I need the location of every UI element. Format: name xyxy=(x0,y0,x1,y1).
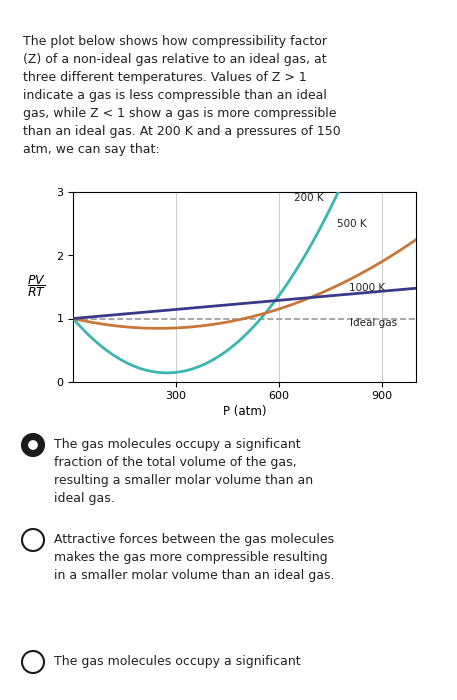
Text: 500 K: 500 K xyxy=(337,219,367,229)
Circle shape xyxy=(22,651,44,673)
Text: The gas molecules occupy a significant
fraction of the total volume of the gas,
: The gas molecules occupy a significant f… xyxy=(54,438,313,505)
Circle shape xyxy=(22,434,44,456)
Text: 200 K: 200 K xyxy=(294,193,324,203)
Text: Ideal gas: Ideal gas xyxy=(350,318,397,328)
Text: Attractive forces between the gas molecules
makes the gas more compressible resu: Attractive forces between the gas molecu… xyxy=(54,533,335,582)
Text: The gas molecules occupy a significant: The gas molecules occupy a significant xyxy=(54,655,301,668)
Y-axis label: $\mathit{PV}$
$\overline{\mathit{RT}}$: $\mathit{PV}$ $\overline{\mathit{RT}}$ xyxy=(27,274,47,300)
Circle shape xyxy=(22,529,44,551)
Circle shape xyxy=(29,441,37,449)
Text: The plot below shows how compressibility factor
(Z) of a non-ideal gas relative : The plot below shows how compressibility… xyxy=(23,35,340,156)
Text: 1000 K: 1000 K xyxy=(349,283,385,293)
Text: 1 point: 1 point xyxy=(91,8,135,22)
X-axis label: P (atm): P (atm) xyxy=(223,405,266,419)
Text: 9: 9 xyxy=(18,8,29,22)
